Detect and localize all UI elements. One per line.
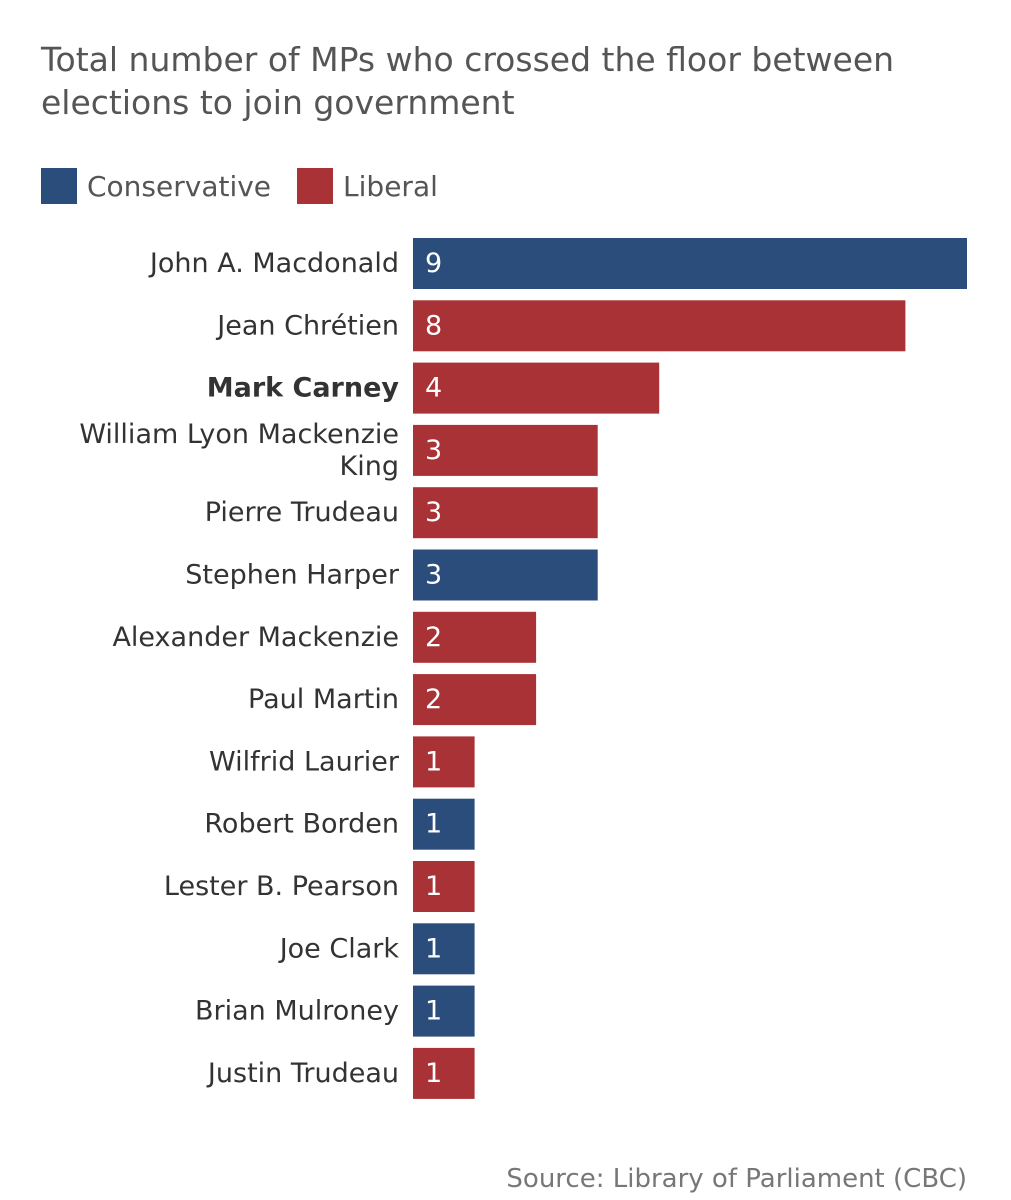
category-label: William Lyon Mackenzie King — [79, 419, 399, 482]
bar-justin-trudeau — [413, 1047, 475, 1099]
category-label: Joe Clark — [278, 933, 400, 964]
bar-alexander-mackenzie — [413, 611, 537, 663]
bar-value-label: 3 — [425, 497, 442, 528]
category-label: Robert Borden — [204, 809, 399, 840]
category-label: Mark Carney — [207, 373, 400, 404]
bar-mark-carney — [413, 362, 660, 414]
category-label: Brian Mulroney — [195, 996, 399, 1027]
source-note: Source: Library of Parliament (CBC) — [506, 1164, 967, 1194]
category-label: Jean Chrétien — [215, 310, 399, 341]
category-label: Pierre Trudeau — [205, 497, 399, 528]
bar-value-label: 1 — [425, 809, 442, 840]
bar-value-label: 1 — [425, 996, 442, 1027]
bar-value-label: 1 — [425, 933, 442, 964]
bar-william-lyon-mackenzie-king — [413, 424, 598, 476]
bar-value-label: 2 — [425, 622, 442, 653]
category-label: Stephen Harper — [185, 560, 400, 591]
legend-item-liberal: Liberal — [297, 168, 438, 204]
chart-subtitle: Total number of MPs who crossed the floo… — [41, 40, 895, 122]
bar-brian-mulroney — [413, 985, 475, 1037]
legend-item-conservative: Conservative — [41, 168, 271, 204]
category-label: Alexander Mackenzie — [112, 622, 399, 653]
bar-chart: 9 John A. Macdonald 8 Jean Chrétien 4 Mark Ca… — [79, 238, 967, 1099]
legend-swatch-liberal — [297, 168, 334, 204]
bar-wilfrid-laurier — [413, 736, 475, 788]
legend: Conservative Liberal — [41, 168, 464, 204]
bar-value-label: 8 — [425, 310, 442, 341]
category-label: Paul Martin — [248, 684, 399, 715]
bar-joe-clark — [413, 923, 475, 975]
bar-value-label: 2 — [425, 684, 442, 715]
bar-pierre-trudeau — [413, 487, 598, 539]
category-label: Wilfrid Laurier — [209, 746, 400, 777]
category-label: Justin Trudeau — [206, 1058, 399, 1089]
category-label: Lester B. Pearson — [164, 871, 399, 902]
bar-stephen-harper — [413, 549, 598, 601]
bar-jean-chr-tien — [413, 300, 906, 352]
bar-value-label: 1 — [425, 746, 442, 777]
bar-value-label: 9 — [425, 248, 442, 279]
legend-label-liberal: Liberal — [343, 169, 438, 203]
legend-swatch-conservative — [41, 168, 77, 204]
legend-label-conservative: Conservative — [87, 169, 272, 203]
bar-value-label: 1 — [425, 1058, 442, 1089]
bar-value-label: 3 — [425, 560, 442, 591]
bar-value-label: 1 — [425, 871, 442, 902]
bar-lester-b-pearson — [413, 861, 475, 912]
bar-robert-borden — [413, 798, 475, 850]
bar-paul-martin — [413, 674, 537, 726]
category-label: John A. Macdonald — [148, 248, 399, 279]
bar-john-a-macdonald — [413, 238, 967, 289]
bar-value-label: 4 — [425, 373, 442, 404]
bar-value-label: 3 — [425, 435, 442, 466]
